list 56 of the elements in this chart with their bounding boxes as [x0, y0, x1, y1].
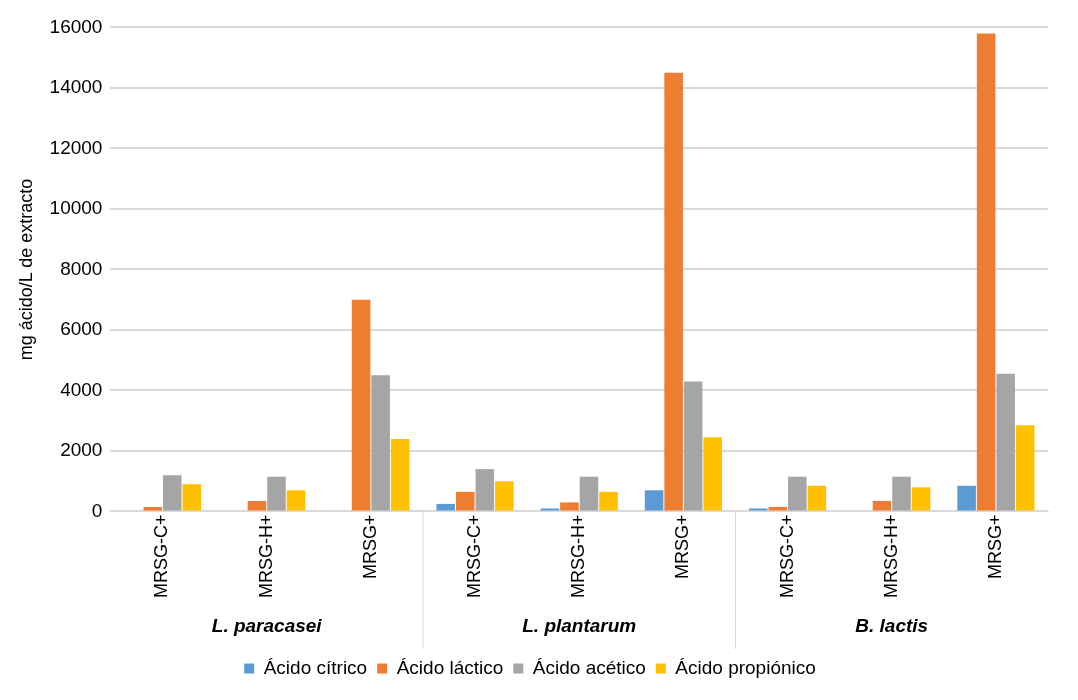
bar [475, 469, 495, 511]
x-tick-label: MRSG-H+ [568, 514, 589, 599]
y-tick-label: 4000 [60, 378, 103, 400]
legend-label: Ácido acético [532, 656, 646, 678]
x-tick-label: MRSG-C+ [151, 514, 172, 599]
bar [957, 485, 976, 511]
x-tick-label: MRSG+ [359, 514, 380, 580]
x-tick-label: MRSG-H+ [880, 514, 901, 599]
x-tick-label: MRSG+ [672, 514, 693, 580]
y-tick-label: 16000 [49, 15, 103, 37]
bar [560, 502, 579, 511]
bar [892, 476, 911, 511]
bar [495, 481, 514, 511]
bar [807, 485, 827, 511]
bar [540, 508, 560, 511]
bar [703, 437, 722, 511]
y-tick-label: 6000 [60, 318, 103, 340]
bar [390, 438, 410, 511]
bar [579, 476, 599, 511]
y-tick-label: 2000 [60, 439, 103, 461]
x-tick-label: MRSG-C+ [776, 514, 797, 599]
bar [683, 381, 703, 511]
y-tick-label: 8000 [60, 257, 103, 279]
bar [911, 487, 931, 511]
y-tick-label: 10000 [49, 197, 103, 219]
bar [267, 476, 286, 511]
x-tick-label: MRSG-C+ [464, 514, 485, 599]
legend-label: Ácido láctico [396, 656, 504, 678]
legend-label: Ácido propiónico [675, 656, 816, 678]
bar [351, 299, 371, 511]
bar [788, 476, 807, 511]
bar [163, 475, 182, 511]
bar [436, 503, 456, 511]
bar [872, 500, 892, 511]
y-tick-label: 14000 [49, 76, 103, 98]
text: L. paracasei [211, 615, 323, 637]
bar [644, 490, 664, 511]
bar [182, 484, 202, 511]
y-tick-label: 12000 [49, 136, 103, 158]
text: B. lactis [855, 615, 929, 637]
bar [247, 500, 267, 511]
legend-label: Ácido cítrico [263, 656, 368, 678]
bar [748, 508, 768, 511]
bar [456, 491, 475, 511]
bar [664, 72, 683, 511]
bar [1015, 425, 1035, 511]
x-tick-label: MRSG-H+ [255, 514, 276, 599]
y-tick-label: 0 [91, 499, 103, 521]
text: L. plantarum [522, 615, 637, 637]
bar [599, 491, 618, 511]
bar [976, 33, 996, 511]
bar [996, 373, 1015, 511]
bar [286, 490, 306, 511]
y-axis-title: mg ácido/L de extracto [15, 178, 36, 361]
x-tick-label: MRSG+ [984, 514, 1005, 580]
bar [371, 375, 390, 511]
